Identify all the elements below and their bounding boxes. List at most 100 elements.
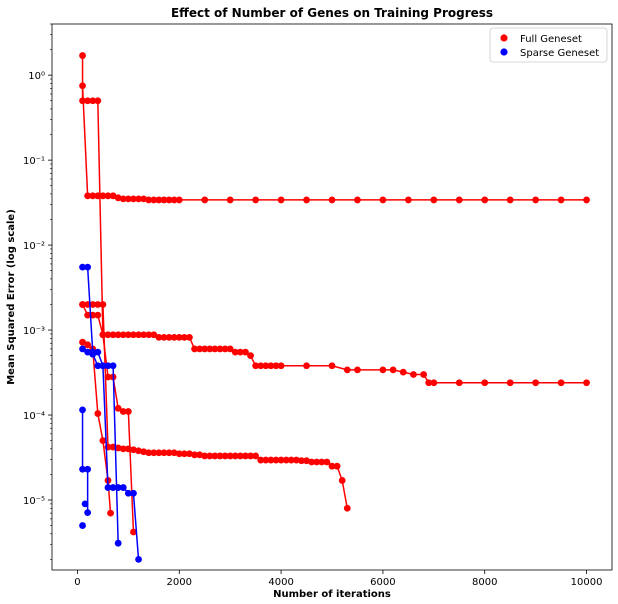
data-point <box>94 97 102 105</box>
data-point <box>135 555 142 563</box>
data-point <box>114 194 122 202</box>
y-axis-label: Mean Squared Error (log scale) <box>6 209 17 385</box>
data-point <box>130 446 137 454</box>
data-point <box>155 449 163 457</box>
y-axis: 10⁻⁵ 10⁻⁴ 10⁻³ 10⁻² 10⁻¹ 10⁰ <box>23 23 52 560</box>
data-point <box>506 196 514 204</box>
data-point <box>236 452 244 460</box>
data-point <box>267 456 275 464</box>
data-point <box>94 192 102 200</box>
data-point <box>226 452 234 460</box>
legend-label: Full Geneset <box>520 34 582 45</box>
legend-label: Sparse Geneset <box>520 48 599 59</box>
data-point <box>99 192 107 200</box>
data-point <box>557 379 565 387</box>
data-point <box>135 447 142 455</box>
data-point <box>79 465 86 473</box>
data-point <box>430 379 438 387</box>
data-point <box>94 348 102 356</box>
data-point <box>338 477 346 484</box>
data-point <box>130 528 137 536</box>
data-point <box>150 449 158 457</box>
data-point <box>170 449 178 457</box>
data-point <box>506 379 514 387</box>
data-point <box>114 404 122 412</box>
data-point <box>583 196 590 204</box>
data-point <box>323 458 331 466</box>
data-point <box>252 452 260 460</box>
data-point <box>84 465 92 473</box>
data-point <box>206 345 214 353</box>
data-point <box>140 331 148 339</box>
data-point <box>89 97 97 105</box>
data-point <box>201 452 209 460</box>
data-point <box>140 448 148 456</box>
data-point <box>119 195 127 203</box>
data-point <box>165 333 173 341</box>
data-point <box>84 311 92 319</box>
data-point <box>84 509 92 517</box>
data-point <box>135 331 142 339</box>
data-point <box>379 366 387 374</box>
data-point <box>89 301 97 308</box>
data-point <box>328 196 336 204</box>
data-point <box>379 196 387 204</box>
data-point <box>242 348 249 356</box>
data-point <box>191 345 198 353</box>
data-point <box>160 333 168 341</box>
data-point <box>257 362 265 370</box>
data-point <box>343 366 351 374</box>
data-point <box>272 456 280 464</box>
data-point <box>114 484 122 491</box>
data-point <box>107 509 114 517</box>
data-point <box>303 362 310 370</box>
data-point <box>175 196 183 204</box>
data-point <box>94 362 102 370</box>
series-line <box>81 55 135 533</box>
data-point <box>242 452 249 460</box>
data-point <box>257 456 265 464</box>
data-point <box>79 52 86 59</box>
data-point <box>313 458 321 466</box>
series-layer <box>79 52 590 563</box>
data-point <box>119 445 127 453</box>
data-point <box>404 196 412 204</box>
data-point <box>226 345 234 353</box>
y-tick-label: 10⁻¹ <box>23 156 45 167</box>
legend-box <box>489 27 608 63</box>
data-point <box>104 192 112 200</box>
data-point <box>354 196 361 204</box>
data-point <box>81 500 89 508</box>
y-tick-label: 10⁻³ <box>23 326 45 337</box>
data-point <box>124 445 132 453</box>
data-point <box>94 311 102 319</box>
data-point <box>430 196 438 204</box>
data-point <box>124 408 132 415</box>
data-point <box>455 196 463 204</box>
data-point <box>94 410 102 417</box>
data-point <box>180 333 188 341</box>
data-point <box>481 196 489 204</box>
data-point <box>165 449 173 457</box>
data-point <box>155 333 163 341</box>
data-point <box>272 362 280 370</box>
data-point <box>79 301 86 308</box>
data-point <box>130 489 137 497</box>
data-point <box>119 408 127 415</box>
data-point <box>109 331 117 339</box>
data-point <box>308 458 316 466</box>
data-point <box>277 196 285 204</box>
y-tick-label: 10⁰ <box>28 71 45 82</box>
data-point <box>79 406 86 414</box>
data-point <box>226 196 234 204</box>
x-tick-label: 6000 <box>370 577 395 588</box>
data-point <box>211 452 219 460</box>
data-point <box>354 366 361 374</box>
data-point <box>114 331 122 339</box>
data-point <box>196 345 204 353</box>
data-point <box>287 456 295 464</box>
data-point <box>145 196 153 204</box>
data-point <box>140 195 148 203</box>
data-point <box>124 195 132 203</box>
